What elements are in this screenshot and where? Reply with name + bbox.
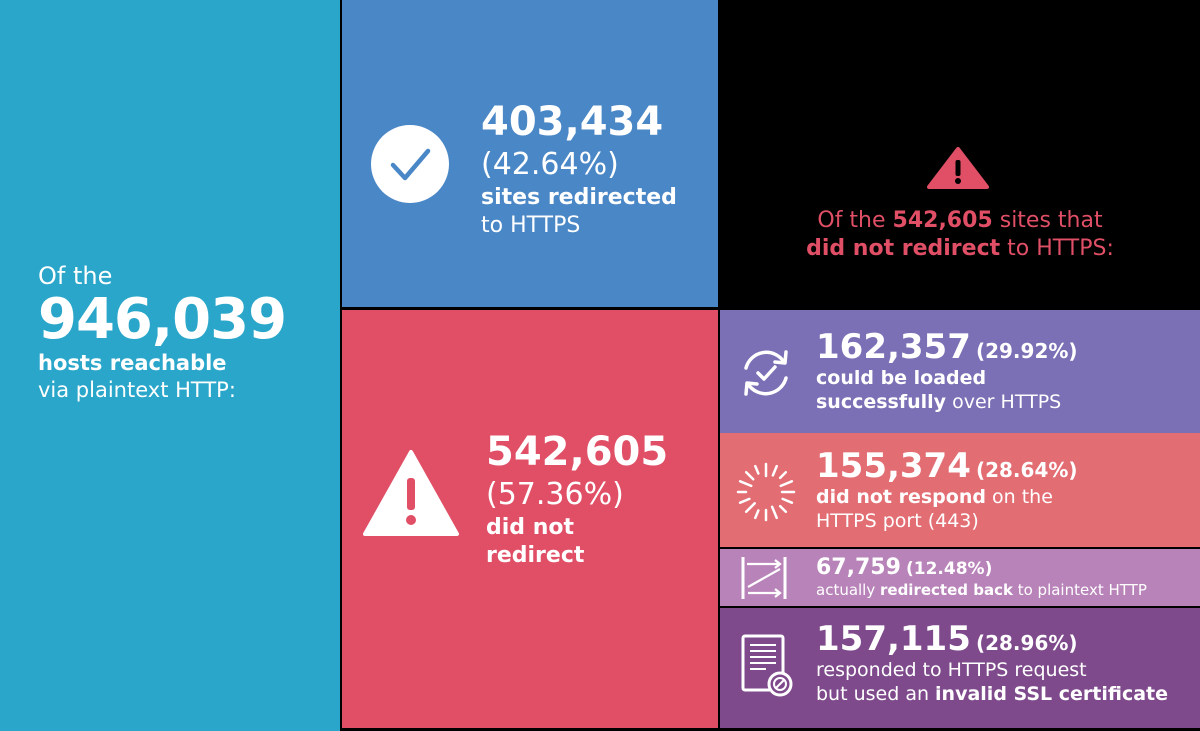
header-line-2: did not redirect to HTTPS: — [720, 235, 1200, 263]
no-response-text: 155,374 (28.64%) did not respond on the … — [816, 447, 1078, 533]
not-redirected-text: 542,605 (57.36%) did not redirect — [486, 428, 668, 570]
spinner-dash — [744, 502, 756, 514]
invalid-cert-text: 157,115 (28.96%) responded to HTTPS requ… — [816, 620, 1168, 706]
header-bold: did not redirect — [806, 236, 1001, 261]
invalid-cert-line-2: but used an invalid SSL certificate — [816, 682, 1168, 706]
invalid-cert-number: 157,115 — [816, 619, 971, 659]
breakdown-invalid-cert-panel: 157,115 (28.96%) responded to HTTPS requ… — [720, 608, 1200, 728]
redirected-back-line: actually redirected back to plaintext HT… — [816, 580, 1147, 600]
total-sublabel: via plaintext HTTP: — [38, 378, 236, 402]
breakdown-header-panel: Of the 542,605 sites that did not redire… — [720, 0, 1200, 307]
loaded-percent: (29.92%) — [975, 339, 1078, 363]
loading-spinner-icon — [734, 460, 798, 528]
breakdown-no-response-panel: 155,374 (28.64%) did not respond on the … — [720, 433, 1200, 547]
redirected-back-bold: redirected back — [880, 581, 1013, 599]
loaded-text: 162,357 (29.92%) could be loaded success… — [816, 328, 1078, 414]
no-response-rest: on the — [985, 486, 1053, 508]
no-response-bold: did not respond — [816, 486, 986, 508]
spinner-dash — [744, 470, 755, 481]
not-redirected-number: 542,605 — [486, 429, 669, 475]
total-hosts-text: Of the 946,039 hosts reachable via plain… — [38, 262, 287, 404]
spinner-dash — [778, 504, 788, 514]
redirected-number: 403,434 — [481, 99, 664, 145]
warning-icon — [362, 448, 460, 542]
invalid-cert-line-1: responded to HTTPS request — [816, 659, 1087, 681]
spinner-dash — [779, 480, 794, 488]
loaded-label: could be loaded — [816, 367, 987, 389]
loaded-rest: over HTTPS — [946, 391, 1062, 413]
breakdown-header-text: Of the 542,605 sites that did not redire… — [720, 207, 1200, 263]
header-pre: Of the — [817, 208, 893, 233]
invalid-cert-percent: (28.96%) — [975, 631, 1078, 655]
redirected-back-pre: actually — [816, 581, 880, 599]
invalid-cert-headline: 157,115 (28.96%) — [816, 620, 1168, 658]
redirected-back-text: 67,759 (12.48%) actually redirected back… — [816, 556, 1147, 600]
redirected-percent: (42.64%) — [481, 147, 619, 182]
total-hosts-panel: Of the 946,039 hosts reachable via plain… — [0, 0, 340, 731]
redirect-loop-icon — [740, 555, 788, 605]
not-redirected-percent: (57.36%) — [486, 477, 624, 512]
breakdown-redirected-back-panel: 67,759 (12.48%) actually redirected back… — [720, 549, 1200, 606]
spinner-dash — [754, 464, 760, 475]
refresh-check-icon — [734, 346, 798, 404]
invalid-cert-pre: but used an — [816, 683, 936, 705]
total-intro: Of the — [38, 262, 113, 290]
no-response-line-1: did not respond on the — [816, 485, 1078, 509]
certificate-icon — [740, 634, 796, 704]
not-redirected-label-1: did not — [486, 515, 574, 540]
redirected-back-percent: (12.48%) — [906, 559, 993, 579]
loaded-line-2: successfully over HTTPS — [816, 390, 1078, 414]
redirected-text: 403,434 (42.64%) sites redirected to HTT… — [481, 98, 677, 240]
header-number: 542,605 — [892, 208, 993, 233]
total-number: 946,039 — [38, 287, 287, 352]
not-redirected-label-2: redirect — [486, 543, 585, 568]
redirected-sublabel: to HTTPS — [481, 213, 581, 238]
header-post2: to HTTPS: — [1000, 236, 1114, 261]
invalid-cert-bold: invalid SSL certificate — [935, 683, 1169, 705]
header-line-1: Of the 542,605 sites that — [720, 207, 1200, 235]
spinner-dash — [781, 497, 794, 504]
total-label: hosts reachable — [38, 351, 227, 375]
loaded-bold2: successfully — [816, 391, 947, 413]
spinner-dash — [754, 509, 760, 520]
redirected-back-rest: to plaintext HTTP — [1012, 581, 1147, 599]
spinner-dash — [738, 480, 753, 488]
no-response-number: 155,374 — [816, 446, 971, 486]
not-redirected-panel: 542,605 (57.36%) did not redirect — [342, 310, 718, 728]
no-response-line-2: HTTPS port (443) — [816, 510, 979, 532]
redirected-label: sites redirected — [481, 185, 677, 210]
checkmark-icon — [371, 125, 449, 203]
no-response-headline: 155,374 (28.64%) — [816, 447, 1078, 485]
spinner-dash — [738, 497, 751, 504]
redirected-back-headline: 67,759 (12.48%) — [816, 556, 1147, 580]
spinner-dash — [770, 505, 778, 520]
spinner-dash — [778, 470, 788, 480]
redirected-panel: 403,434 (42.64%) sites redirected to HTT… — [342, 0, 718, 307]
redirected-back-number: 67,759 — [816, 555, 901, 580]
breakdown-loaded-panel: 162,357 (29.92%) could be loaded success… — [720, 310, 1200, 433]
loaded-number: 162,357 — [816, 327, 971, 367]
spinner-dash — [771, 464, 778, 477]
warning-icon — [926, 146, 990, 194]
no-response-percent: (28.64%) — [975, 458, 1078, 482]
loaded-headline: 162,357 (29.92%) — [816, 328, 1078, 366]
header-post: sites that — [992, 208, 1103, 233]
